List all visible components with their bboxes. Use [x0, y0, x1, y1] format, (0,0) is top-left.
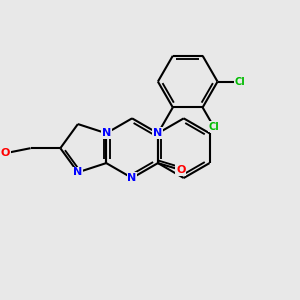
Text: N: N — [73, 167, 83, 177]
Text: N: N — [128, 173, 137, 183]
Text: O: O — [1, 148, 10, 158]
Text: N: N — [102, 128, 111, 138]
Text: Cl: Cl — [208, 122, 219, 132]
Text: N: N — [153, 128, 163, 138]
Text: Cl: Cl — [235, 76, 245, 87]
Text: O: O — [176, 165, 185, 175]
